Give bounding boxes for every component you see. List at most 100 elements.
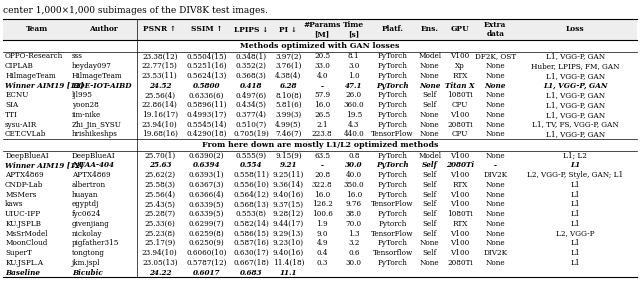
Text: 0.558(11): 0.558(11): [233, 171, 269, 179]
Text: None: None: [420, 62, 440, 70]
Text: 4.38(4): 4.38(4): [275, 72, 301, 80]
Text: PyTorch: PyTorch: [376, 81, 409, 90]
Text: yoon28: yoon28: [72, 101, 99, 109]
Text: L1: L1: [570, 161, 580, 169]
Text: 8.1: 8.1: [348, 52, 360, 60]
Text: ECNU: ECNU: [5, 91, 29, 99]
Text: V100: V100: [451, 230, 470, 238]
Text: Extra
data: Extra data: [484, 21, 506, 38]
Text: DF2K, OST: DF2K, OST: [475, 52, 516, 60]
Text: CIPLAB: CIPLAB: [5, 62, 34, 70]
Text: egyptdj: egyptdj: [72, 200, 99, 208]
Text: 9.23(10): 9.23(10): [273, 239, 304, 247]
Text: 0.6390(2): 0.6390(2): [189, 152, 225, 160]
Text: sss: sss: [72, 52, 83, 60]
Text: 23.53(11): 23.53(11): [142, 72, 178, 80]
Text: OPPO-Research: OPPO-Research: [5, 52, 63, 60]
Text: 1.9: 1.9: [316, 220, 328, 228]
Text: Loss: Loss: [566, 25, 584, 33]
Text: PyTorch: PyTorch: [378, 121, 408, 128]
Text: L1, TV, FS, VGG-P, GAN: L1, TV, FS, VGG-P, GAN: [532, 121, 619, 128]
Text: ljl995: ljl995: [72, 91, 93, 99]
Text: 100.6: 100.6: [312, 210, 333, 218]
Text: TensorFlow: TensorFlow: [371, 200, 414, 208]
Text: 2080Ti: 2080Ti: [446, 161, 474, 169]
Text: #Params
[M]: #Params [M]: [303, 21, 340, 38]
Text: 23.94(10): 23.94(10): [142, 249, 178, 257]
Text: 223.8: 223.8: [312, 130, 332, 138]
Text: SSIM ↑: SSIM ↑: [191, 25, 223, 33]
Text: Team: Team: [26, 25, 48, 33]
Text: 25.17(9): 25.17(9): [144, 239, 175, 247]
Text: 0.6367(3): 0.6367(3): [189, 181, 225, 189]
Text: heyday097: heyday097: [72, 62, 112, 70]
Text: L1: L1: [570, 181, 580, 189]
Text: None: None: [486, 220, 505, 228]
Text: None: None: [420, 111, 440, 119]
Text: 19.16(17): 19.16(17): [142, 111, 178, 119]
Text: 7.46(7): 7.46(7): [275, 130, 301, 138]
Text: Ens.: Ens.: [421, 25, 439, 33]
Text: L1, VGG-P, GAN: L1, VGG-P, GAN: [546, 52, 605, 60]
Text: 30.0: 30.0: [346, 259, 362, 267]
Text: fyc0624: fyc0624: [72, 210, 101, 218]
Text: 25.28(7): 25.28(7): [144, 210, 175, 218]
Text: 16.0: 16.0: [346, 191, 362, 199]
Text: 0.568(13): 0.568(13): [233, 200, 269, 208]
Text: pigfather315: pigfather315: [72, 239, 120, 247]
Text: 9.28(12): 9.28(12): [273, 210, 304, 218]
Text: 25.43(5): 25.43(5): [145, 200, 175, 208]
Text: L1: L1: [570, 249, 580, 257]
Text: L2, VGG-P: L2, VGG-P: [556, 230, 595, 238]
Text: 26.0: 26.0: [346, 91, 362, 99]
Text: KU.JSPL.A: KU.JSPL.A: [5, 259, 44, 267]
Text: 440.0: 440.0: [344, 130, 364, 138]
Text: PyTorch: PyTorch: [378, 91, 408, 99]
Text: 0.630(17): 0.630(17): [233, 249, 269, 257]
Text: 5.81(6): 5.81(6): [275, 101, 301, 109]
Text: None: None: [486, 72, 505, 80]
Text: None: None: [486, 259, 505, 267]
Text: 322.8: 322.8: [312, 181, 332, 189]
Text: PyTorch: PyTorch: [376, 161, 409, 169]
Text: 9.40(16): 9.40(16): [273, 249, 304, 257]
Text: None: None: [486, 239, 505, 247]
Text: None: None: [484, 81, 506, 90]
Text: 0.5787(12): 0.5787(12): [186, 259, 227, 267]
Text: 20.5: 20.5: [314, 52, 330, 60]
Text: 4.9: 4.9: [316, 239, 328, 247]
Bar: [3, 19, 637, 40]
Text: 30.0: 30.0: [345, 161, 362, 169]
Text: Huber, LPIPS, FM, GAN: Huber, LPIPS, FM, GAN: [531, 62, 620, 70]
Text: 25.33(6): 25.33(6): [145, 220, 175, 228]
Text: 0.6339(5): 0.6339(5): [189, 210, 225, 218]
Text: PI ↓: PI ↓: [279, 25, 298, 33]
Text: Self: Self: [422, 220, 437, 228]
Text: 25.56(4): 25.56(4): [144, 91, 175, 99]
Text: HilmageTeam: HilmageTeam: [5, 72, 56, 80]
Text: 4.0: 4.0: [316, 72, 328, 80]
Text: None: None: [419, 81, 440, 90]
Text: L1, VGG-P, GAN: L1, VGG-P, GAN: [546, 130, 605, 138]
Text: 0.587(16): 0.587(16): [233, 239, 269, 247]
Text: Winner AIM19 [12]: Winner AIM19 [12]: [5, 81, 84, 90]
Text: 25.56(4): 25.56(4): [144, 191, 175, 199]
Text: RTX: RTX: [452, 220, 468, 228]
Text: L1, VGG-P, GAN: L1, VGG-P, GAN: [546, 111, 605, 119]
Text: Xp: Xp: [455, 62, 465, 70]
Text: 9.37(15): 9.37(15): [273, 200, 304, 208]
Text: None: None: [420, 72, 440, 80]
Text: None: None: [486, 111, 505, 119]
Text: 9.36(14): 9.36(14): [273, 181, 304, 189]
Text: 0.564(12): 0.564(12): [233, 191, 269, 199]
Text: 0.683: 0.683: [240, 269, 262, 277]
Text: PyTorch: PyTorch: [378, 239, 408, 247]
Text: Self: Self: [422, 210, 437, 218]
Text: 23.94(10): 23.94(10): [142, 121, 178, 128]
Text: 126.2: 126.2: [312, 200, 333, 208]
Text: -: -: [321, 81, 324, 90]
Text: 0.377(4): 0.377(4): [236, 111, 266, 119]
Text: 0.6393(1): 0.6393(1): [189, 171, 225, 179]
Text: Self: Self: [422, 249, 437, 257]
Text: TensorFlow: TensorFlow: [371, 130, 414, 138]
